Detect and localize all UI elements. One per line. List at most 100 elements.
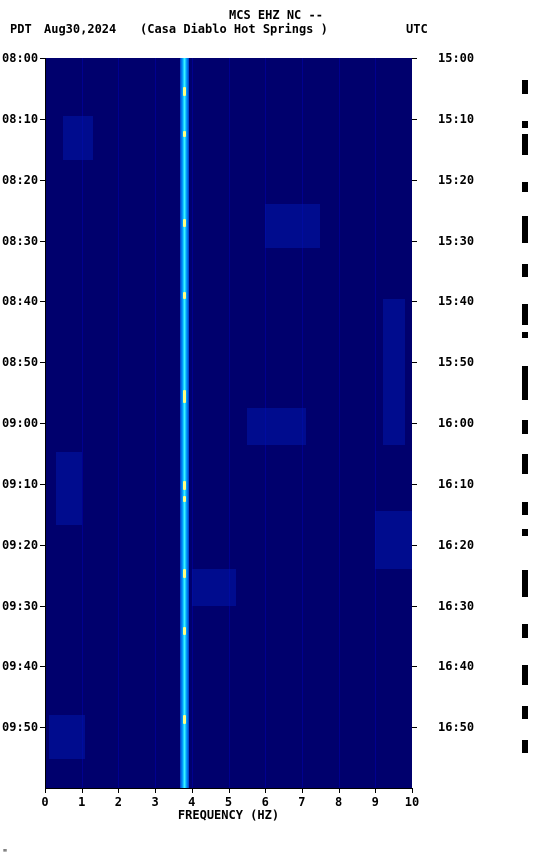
y-tick-right xyxy=(412,241,417,242)
spectral-bright-spot xyxy=(183,569,186,578)
color-scale-bar xyxy=(522,80,528,760)
x-label: 4 xyxy=(188,795,195,809)
spectral-bright-spot xyxy=(183,715,186,724)
x-label: 0 xyxy=(41,795,48,809)
right-tz-label: UTC xyxy=(406,22,428,36)
x-axis-title: FREQUENCY (HZ) xyxy=(45,808,412,822)
spectral-bright-spot xyxy=(183,131,186,137)
x-label: 10 xyxy=(405,795,419,809)
x-label: 6 xyxy=(262,795,269,809)
x-label: 3 xyxy=(151,795,158,809)
spectral-bright-spot xyxy=(183,496,186,502)
y-tick-right xyxy=(412,301,417,302)
x-tick xyxy=(118,788,119,793)
noise-patch xyxy=(49,715,86,759)
y-label-left: 08:50 xyxy=(2,355,38,369)
colorbar-segment xyxy=(522,264,528,278)
y-label-left: 09:30 xyxy=(2,599,38,613)
spectral-bright-spot xyxy=(183,292,186,299)
spectral-bright-spot xyxy=(183,390,186,403)
y-tick-left xyxy=(40,545,45,546)
colorbar-segment xyxy=(522,624,528,638)
noise-patch xyxy=(192,569,236,606)
spectral-bright-spot xyxy=(183,481,186,490)
noise-patch xyxy=(247,408,306,445)
y-label-left: 08:00 xyxy=(2,51,38,65)
x-label: 2 xyxy=(115,795,122,809)
colorbar-segment xyxy=(522,216,528,243)
x-tick xyxy=(82,788,83,793)
colorbar-segment xyxy=(522,502,528,516)
x-label: 9 xyxy=(372,795,379,809)
x-tick xyxy=(302,788,303,793)
noise-patch xyxy=(265,204,320,248)
y-tick-left xyxy=(40,301,45,302)
y-label-left: 09:20 xyxy=(2,538,38,552)
y-tick-left xyxy=(40,484,45,485)
y-label-right: 16:10 xyxy=(438,477,474,491)
y-tick-left xyxy=(40,606,45,607)
y-tick-left xyxy=(40,423,45,424)
station-name: (Casa Diablo Hot Springs ) xyxy=(140,22,328,36)
y-tick-left xyxy=(40,727,45,728)
colorbar-segment xyxy=(522,529,528,536)
x-tick xyxy=(339,788,340,793)
station-code: MCS EHZ NC -- xyxy=(0,8,552,22)
y-label-left: 09:40 xyxy=(2,659,38,673)
x-label: 7 xyxy=(298,795,305,809)
y-tick-right xyxy=(412,545,417,546)
colorbar-segment xyxy=(522,121,528,128)
spectral-bright-spot xyxy=(183,219,186,228)
grid-line xyxy=(192,58,193,788)
noise-patch xyxy=(375,511,412,569)
y-label-left: 09:50 xyxy=(2,720,38,734)
x-label: 8 xyxy=(335,795,342,809)
y-tick-right xyxy=(412,606,417,607)
y-label-right: 16:20 xyxy=(438,538,474,552)
y-tick-right xyxy=(412,119,417,120)
y-label-left: 09:10 xyxy=(2,477,38,491)
x-tick xyxy=(45,788,46,793)
noise-patch xyxy=(383,299,405,445)
y-label-right: 15:20 xyxy=(438,173,474,187)
y-label-right: 16:30 xyxy=(438,599,474,613)
y-label-right: 15:40 xyxy=(438,294,474,308)
colorbar-segment xyxy=(522,80,528,94)
colorbar-segment xyxy=(522,454,528,474)
colorbar-segment xyxy=(522,182,528,192)
x-tick xyxy=(192,788,193,793)
grid-line xyxy=(339,58,340,788)
colorbar-segment xyxy=(522,366,528,400)
x-label: 5 xyxy=(225,795,232,809)
y-tick-left xyxy=(40,666,45,667)
y-tick-right xyxy=(412,180,417,181)
grid-line xyxy=(229,58,230,788)
y-label-right: 15:50 xyxy=(438,355,474,369)
y-label-right: 16:40 xyxy=(438,659,474,673)
y-label-left: 08:10 xyxy=(2,112,38,126)
spectral-bright-spot xyxy=(183,87,186,96)
noise-patch xyxy=(56,452,82,525)
grid-line xyxy=(155,58,156,788)
colorbar-segment xyxy=(522,570,528,597)
grid-line xyxy=(82,58,83,788)
y-tick-left xyxy=(40,180,45,181)
y-label-right: 15:30 xyxy=(438,234,474,248)
colorbar-segment xyxy=(522,420,528,434)
grid-line xyxy=(118,58,119,788)
colorbar-segment xyxy=(522,332,528,339)
y-tick-right xyxy=(412,666,417,667)
spectrogram-plot xyxy=(45,58,412,788)
x-tick xyxy=(412,788,413,793)
chart-header: MCS EHZ NC -- PDT Aug30,2024 (Casa Diabl… xyxy=(0,8,552,38)
y-label-left: 08:20 xyxy=(2,173,38,187)
y-label-left: 08:40 xyxy=(2,294,38,308)
y-tick-right xyxy=(412,58,417,59)
y-label-right: 16:50 xyxy=(438,720,474,734)
y-tick-left xyxy=(40,58,45,59)
y-tick-right xyxy=(412,362,417,363)
x-label: 1 xyxy=(78,795,85,809)
corner-mark: " xyxy=(2,848,8,859)
y-tick-right xyxy=(412,484,417,485)
x-tick xyxy=(155,788,156,793)
